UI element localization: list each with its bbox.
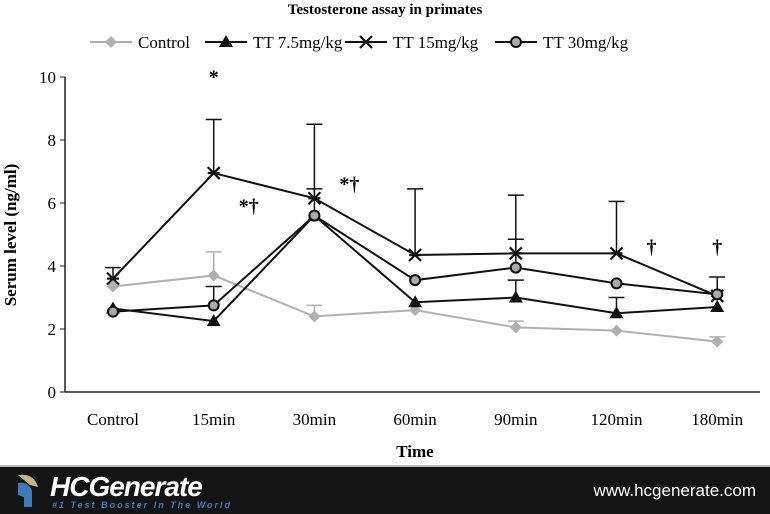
data-point [610, 277, 623, 290]
data-point [711, 335, 724, 348]
y-tick-label: 4 [48, 257, 57, 276]
legend-label: TT 7.5mg/kg [253, 33, 343, 52]
significance-annotation: *† [239, 195, 259, 217]
data-point [207, 299, 220, 312]
legend-marker [219, 35, 233, 47]
data-point [308, 209, 321, 222]
y-axis-label: Serum level (ng/ml) [1, 164, 20, 307]
x-tick-label: Control [87, 410, 139, 429]
data-point [409, 274, 422, 287]
website-url[interactable]: www.hcgenerate.com [593, 481, 756, 500]
significance-annotation: † [712, 236, 722, 258]
y-tick-label: 2 [48, 320, 57, 339]
brand-tagline: #1 Test Booster In The World [52, 500, 233, 510]
legend-label: TT 30mg/kg [543, 33, 629, 52]
x-tick-label: 120min [591, 410, 643, 429]
significance-annotation: *† [339, 173, 359, 195]
legend-marker [359, 35, 373, 49]
data-point [408, 295, 423, 308]
y-tick-label: 8 [48, 131, 57, 150]
footer-banner: HCGenerate #1 Test Booster In The World … [0, 465, 770, 514]
legend-marker [105, 36, 117, 48]
significance-annotation: † [647, 236, 657, 258]
data-point [308, 310, 321, 323]
data-point [609, 306, 624, 319]
data-point [408, 248, 422, 262]
data-point [609, 246, 624, 261]
data-point [106, 271, 120, 286]
x-axis-label: Time [396, 442, 434, 461]
data-point [207, 269, 220, 282]
data-point [711, 288, 724, 301]
chart-title: Testosterone assay in primates [287, 2, 483, 18]
y-tick-label: 6 [48, 194, 57, 213]
legend-label: Control [138, 33, 190, 52]
line-chart: 0 2 4 6 8 10 Control 15min 30min 60min 90min 120min… [1, 33, 760, 461]
data-point [509, 261, 522, 274]
legend-marker [510, 36, 522, 48]
data-point [508, 290, 523, 303]
spartan-helmet-icon [18, 474, 38, 507]
y-tick-label: 10 [39, 68, 56, 87]
x-tick-label: 15min [192, 410, 236, 429]
y-tick-label: 0 [48, 383, 57, 402]
data-point [509, 321, 522, 334]
x-tick-label: 30min [293, 410, 337, 429]
brand-logo: HCGenerate [50, 471, 203, 502]
data-point [107, 305, 119, 318]
data-point [206, 314, 221, 327]
x-tick-label: 180min [691, 410, 743, 429]
x-tick-label: 90min [494, 410, 538, 429]
x-tick-label: 60min [393, 410, 437, 429]
data-point [610, 324, 623, 337]
legend-label: TT 15mg/kg [393, 33, 479, 52]
significance-annotation: * [209, 66, 219, 88]
data-point [710, 299, 725, 312]
data-point [206, 166, 221, 180]
data-point [107, 280, 119, 293]
